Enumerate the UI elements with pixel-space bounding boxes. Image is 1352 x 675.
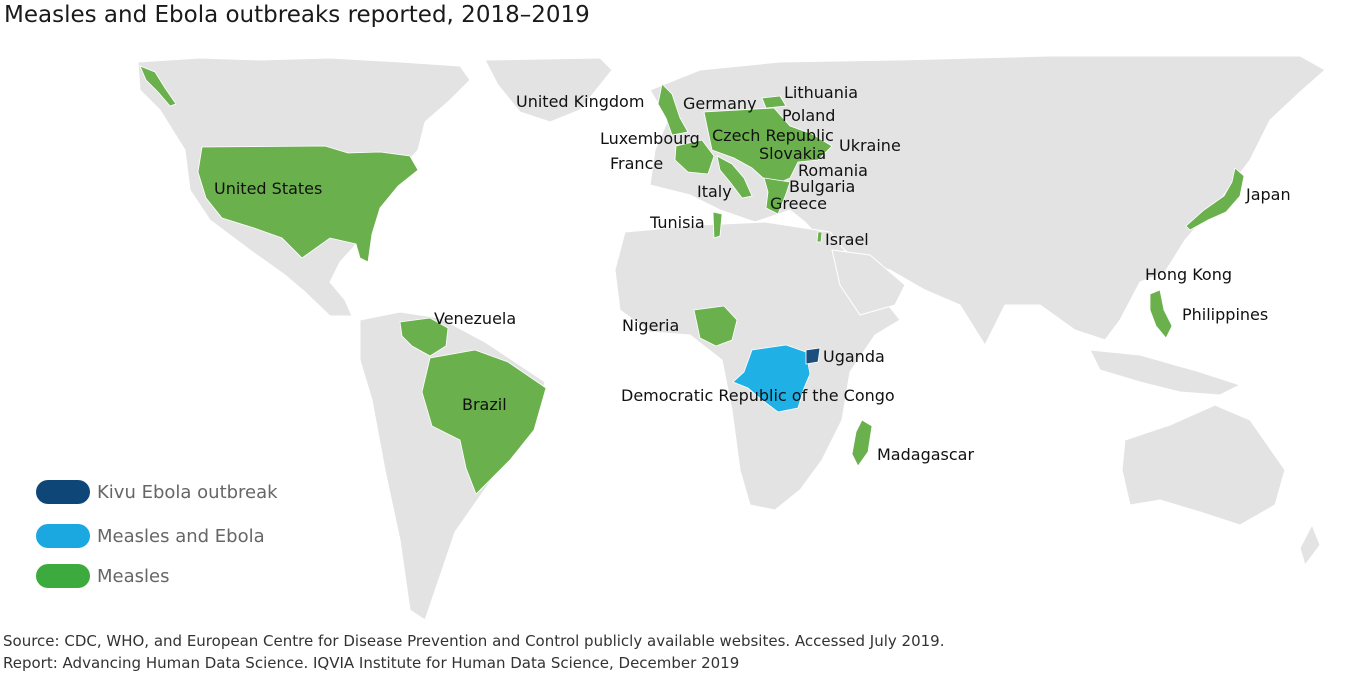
label-japan: Japan [1246,185,1291,204]
legend-label-ebola: Kivu Ebola outbreak [97,482,278,503]
label-slovakia: Slovakia [759,144,827,163]
legend-swatch-measles-ebola [36,524,90,548]
label-bulgaria: Bulgaria [789,177,856,196]
drc-shape [732,344,811,413]
central-europe-shape [703,107,833,187]
label-madagascar: Madagascar [877,445,975,464]
label-venezuela: Venezuela [434,309,517,328]
report-note: Report: Advancing Human Data Science. IQ… [3,654,740,672]
venezuela-shape [399,317,449,357]
source-note: Source: CDC, WHO, and European Centre fo… [3,632,945,650]
label-united-kingdom: United Kingdom [516,92,645,111]
label-nigeria: Nigeria [622,316,680,335]
label-drc: Democratic Republic of the Congo [621,386,895,405]
label-france: France [610,154,664,173]
label-poland: Poland [782,106,836,125]
greenland-land [484,57,613,123]
bulgaria-greece-shape [763,177,791,215]
label-israel: Israel [825,230,869,249]
label-italy: Italy [697,182,732,201]
indonesia-land [1089,349,1242,396]
world-map [137,55,1326,621]
label-lithuania: Lithuania [784,83,859,102]
eurasia-land [649,55,1326,347]
label-uganda: Uganda [823,347,885,366]
label-philippines: Philippines [1182,305,1269,324]
legend-swatch-measles [36,564,90,588]
italy-shape [716,155,753,199]
new-zealand-land [1299,523,1321,567]
label-luxembourg: Luxembourg [600,129,700,148]
map-title: Measles and Ebola outbreaks reported, 20… [4,2,590,28]
tunisia-shape [712,211,723,239]
uganda-shape [805,347,821,365]
france-shape [674,139,715,175]
label-greece: Greece [770,194,827,213]
alaska-shape [139,65,177,107]
legend-label-measles-ebola: Measles and Ebola [97,526,265,547]
label-germany: Germany [683,94,757,113]
label-brazil: Brazil [462,395,507,414]
united-states-shape [197,145,419,263]
label-ukraine: Ukraine [839,136,901,155]
label-romania: Romania [798,161,868,180]
philippines-shape [1149,289,1173,339]
japan-shape [1185,167,1245,231]
highlighted-countries [139,65,1245,495]
arabia-land [831,249,906,316]
label-tunisia: Tunisia [650,213,705,232]
madagascar-shape [851,419,873,467]
label-united-states: United States [214,179,323,198]
legend-swatch-ebola [36,480,90,504]
brazil-shape [421,349,547,495]
united-kingdom-shape [657,83,689,136]
legend-label-measles: Measles [97,566,170,587]
label-hong-kong: Hong Kong [1145,265,1232,284]
lithuania-shape [761,95,787,109]
label-czech-republic: Czech Republic [712,126,834,145]
nigeria-shape [693,305,738,347]
israel-shape [816,231,823,243]
australia-land [1121,404,1286,526]
